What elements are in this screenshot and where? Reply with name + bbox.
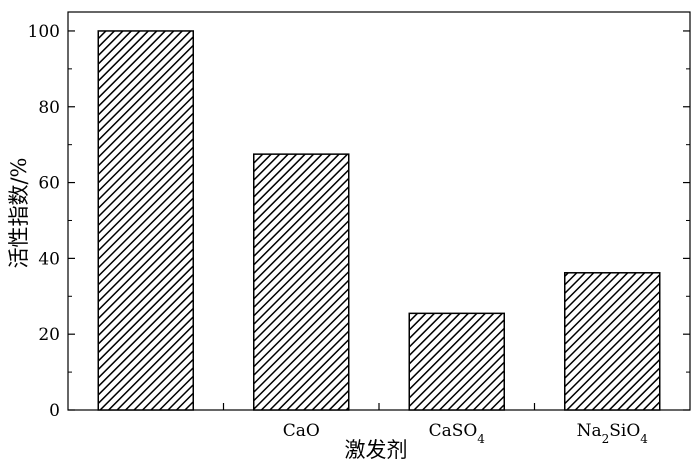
y-tick-label: 100 — [28, 22, 60, 42]
x-axis-title: 激发剂 — [345, 438, 408, 462]
y-tick-label: 0 — [49, 401, 60, 421]
y-axis-title: 活性指数/% — [7, 157, 31, 268]
y-tick-label: 80 — [38, 98, 60, 118]
x-axis: CaO CaSO4 Na2SiO4 — [145, 403, 649, 446]
bar-cao — [253, 153, 350, 411]
bars-group — [97, 30, 661, 411]
x-tick-label: Na2SiO4 — [577, 421, 649, 446]
x-tick-label: CaO — [283, 421, 320, 441]
x-tick-label: CaSO4 — [429, 421, 486, 446]
bar-blank — [97, 30, 194, 411]
bar-na2sio4 — [564, 272, 661, 411]
y-tick-label: 60 — [38, 174, 60, 194]
y-tick-label: 20 — [38, 325, 60, 345]
y-axis: 0 20 40 60 80 100 — [28, 22, 690, 421]
bar-caso4 — [408, 312, 505, 411]
y-tick-label: 40 — [38, 249, 60, 269]
